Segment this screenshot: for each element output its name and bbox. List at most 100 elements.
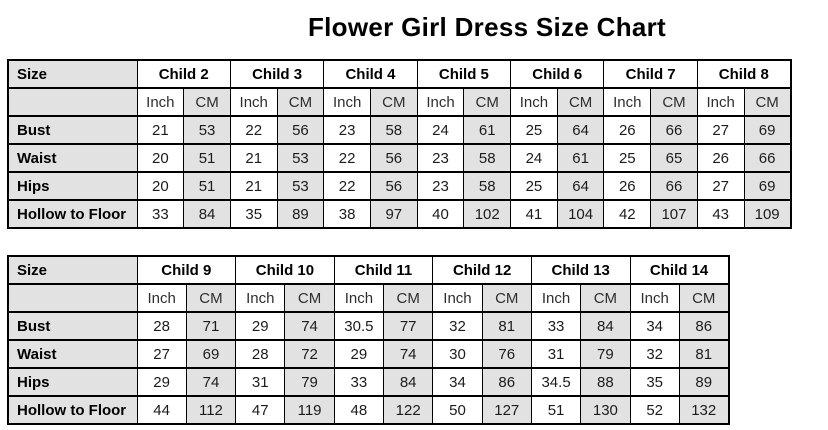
cm-value-cell: 56 [276, 115, 325, 145]
cm-unit-header: CM [743, 87, 792, 117]
inch-value-cell: 31 [235, 367, 286, 397]
inch-value-cell: 25 [510, 115, 558, 145]
unit-header-row: Inch CM Inch CM Inch CM Inch CM Inch CM Inch CM [7, 283, 730, 313]
inch-unit-header: Inch [416, 87, 465, 117]
inch-value-cell: 40 [416, 199, 465, 229]
cm-value-cell: 81 [678, 339, 730, 369]
child-column-header: Child 12 [432, 255, 532, 285]
inch-value-cell: 41 [510, 199, 558, 229]
inch-unit-header: Inch [323, 87, 371, 117]
size-corner-cell: Size [7, 59, 138, 89]
inch-value-cell: 29 [235, 311, 286, 341]
cm-value-cell: 56 [369, 143, 418, 173]
inch-value-cell: 34 [629, 311, 680, 341]
row-label-cell: Hips [7, 171, 138, 201]
child-column-header: Child 8 [696, 59, 792, 89]
cm-value-cell: 104 [556, 199, 605, 229]
child-column-header: Child 13 [530, 255, 631, 285]
cm-unit-header: CM [650, 87, 698, 117]
child-column-header: Child 14 [629, 255, 730, 285]
inch-value-cell: 24 [510, 143, 558, 173]
inch-value-cell: 44 [136, 395, 187, 425]
cm-value-cell: 127 [481, 395, 532, 425]
measurement-row: Hips 20 51 21 53 22 56 23 58 25 64 26 66 27 69 [7, 171, 792, 201]
cm-value-cell: 107 [650, 199, 698, 229]
inch-value-cell: 23 [416, 143, 465, 173]
inch-value-cell: 22 [323, 171, 371, 201]
inch-unit-header: Inch [229, 87, 278, 117]
cm-unit-header: CM [183, 87, 231, 117]
cm-value-cell: 71 [185, 311, 237, 341]
page-title: Flower Girl Dress Size Chart [307, 12, 667, 42]
inch-value-cell: 21 [229, 143, 278, 173]
cm-value-cell: 102 [463, 199, 512, 229]
cm-value-cell: 64 [556, 115, 605, 145]
child-column-header: Child 4 [323, 59, 418, 89]
cm-unit-header: CM [383, 283, 434, 313]
row-label-cell: Waist [7, 339, 138, 369]
inch-value-cell: 21 [136, 115, 185, 145]
cm-value-cell: 76 [481, 339, 532, 369]
inch-unit-header: Inch [136, 87, 185, 117]
inch-value-cell: 27 [696, 171, 745, 201]
cm-value-cell: 74 [383, 339, 434, 369]
cm-value-cell: 56 [369, 171, 418, 201]
inch-value-cell: 29 [136, 367, 187, 397]
measurement-row: Waist 27 69 28 72 29 74 30 76 31 79 32 81 [7, 339, 730, 369]
cm-value-cell: 65 [650, 143, 698, 173]
cm-value-cell: 88 [580, 367, 631, 397]
cm-value-cell: 84 [580, 311, 631, 341]
inch-value-cell: 29 [333, 339, 385, 369]
cm-unit-header: CM [185, 283, 237, 313]
cm-value-cell: 86 [678, 311, 730, 341]
cm-unit-header: CM [369, 87, 418, 117]
cm-value-cell: 53 [276, 143, 325, 173]
cm-unit-header: CM [580, 283, 631, 313]
inch-value-cell: 52 [629, 395, 680, 425]
inch-value-cell: 30 [432, 339, 483, 369]
measurement-row: Hips 29 74 31 79 33 84 34 86 34.5 88 35 89 [7, 367, 730, 397]
cm-value-cell: 77 [383, 311, 434, 341]
cm-value-cell: 74 [185, 367, 237, 397]
row-label-cell: Hips [7, 367, 138, 397]
cm-value-cell: 74 [284, 311, 335, 341]
inch-unit-header: Inch [603, 87, 652, 117]
size-table-2: Size Child 9 Child 10 Child 11 Child 12 Child… [7, 255, 730, 425]
inch-unit-header: Inch [432, 283, 483, 313]
inch-value-cell: 33 [136, 199, 185, 229]
cm-value-cell: 53 [276, 171, 325, 201]
inch-unit-header: Inch [136, 283, 187, 313]
inch-value-cell: 22 [229, 115, 278, 145]
cm-value-cell: 64 [556, 171, 605, 201]
inch-value-cell: 27 [136, 339, 187, 369]
cm-value-cell: 69 [743, 171, 792, 201]
inch-value-cell: 48 [333, 395, 385, 425]
measurement-row: Hollow to Floor 33 84 35 89 38 97 40 102 41 104 42 1… [7, 199, 792, 229]
cm-value-cell: 81 [481, 311, 532, 341]
inch-value-cell: 20 [136, 171, 185, 201]
inch-value-cell: 32 [432, 311, 483, 341]
measurement-row: Waist 20 51 21 53 22 56 23 58 24 61 25 65 26 66 [7, 143, 792, 173]
cm-unit-header: CM [284, 283, 335, 313]
inch-value-cell: 33 [530, 311, 582, 341]
cm-unit-header: CM [481, 283, 532, 313]
inch-value-cell: 26 [696, 143, 745, 173]
unit-corner-cell [7, 283, 138, 313]
inch-value-cell: 21 [229, 171, 278, 201]
inch-value-cell: 34 [432, 367, 483, 397]
inch-value-cell: 34.5 [530, 367, 582, 397]
unit-corner-cell [7, 87, 138, 117]
inch-value-cell: 35 [629, 367, 680, 397]
inch-value-cell: 22 [323, 143, 371, 173]
measurement-row: Bust 21 53 22 56 23 58 24 61 25 64 26 66 27 69 [7, 115, 792, 145]
cm-value-cell: 84 [183, 199, 231, 229]
inch-value-cell: 42 [603, 199, 652, 229]
measurement-row: Bust 28 71 29 74 30.5 77 32 81 33 84 34 86 [7, 311, 730, 341]
inch-value-cell: 35 [229, 199, 278, 229]
column-header-row: Size Child 9 Child 10 Child 11 Child 12 Child… [7, 255, 730, 285]
row-label-cell: Hollow to Floor [7, 199, 138, 229]
child-column-header: Child 2 [136, 59, 231, 89]
cm-value-cell: 86 [481, 367, 532, 397]
